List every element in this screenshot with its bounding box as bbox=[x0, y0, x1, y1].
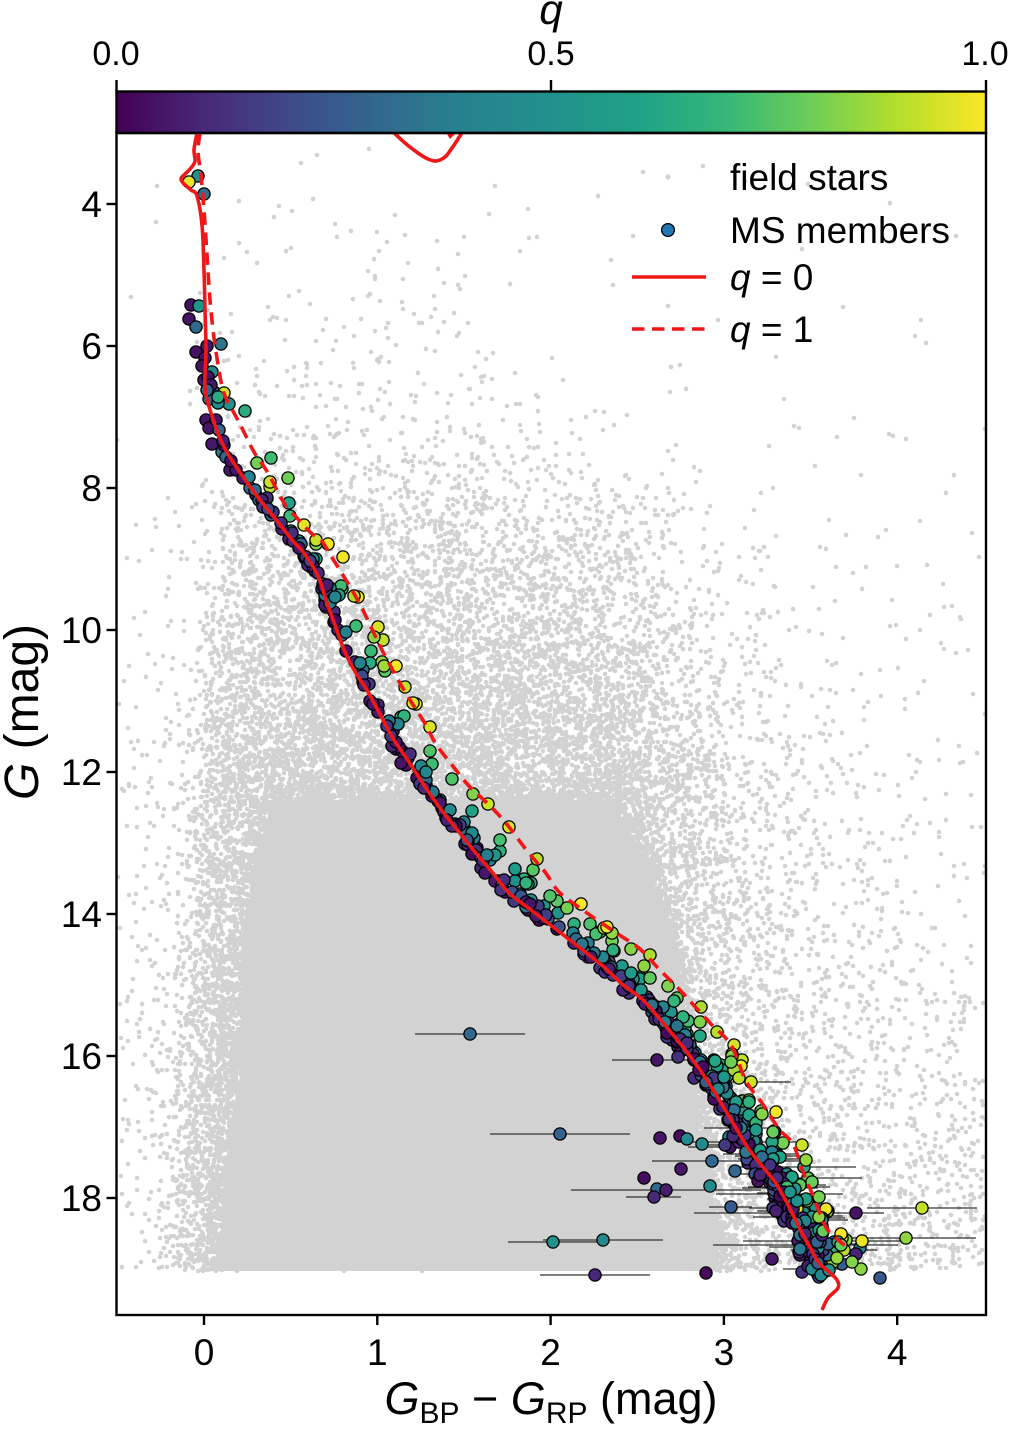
svg-text:16: 16 bbox=[61, 1036, 102, 1077]
svg-text:3: 3 bbox=[714, 1332, 735, 1373]
svg-text:GBP − GRP (mag): GBP − GRP (mag) bbox=[384, 1373, 717, 1426]
svg-text:8: 8 bbox=[81, 468, 102, 509]
svg-text:0: 0 bbox=[194, 1332, 215, 1373]
svg-text:0.0: 0.0 bbox=[92, 35, 139, 73]
svg-text:14: 14 bbox=[61, 894, 102, 935]
svg-text:10: 10 bbox=[61, 610, 102, 651]
svg-text:0.5: 0.5 bbox=[527, 35, 574, 73]
svg-text:G (mag): G (mag) bbox=[0, 624, 49, 800]
svg-text:MS members: MS members bbox=[730, 210, 950, 251]
svg-text:1: 1 bbox=[367, 1332, 388, 1373]
svg-text:6: 6 bbox=[81, 326, 102, 367]
svg-text:18: 18 bbox=[61, 1178, 102, 1219]
svg-text:q = 1: q = 1 bbox=[730, 309, 813, 350]
svg-text:q = 0: q = 0 bbox=[730, 257, 813, 298]
svg-text:field stars: field stars bbox=[730, 157, 888, 198]
svg-text:2: 2 bbox=[540, 1332, 561, 1373]
svg-text:4: 4 bbox=[887, 1332, 908, 1373]
svg-text:q: q bbox=[539, 0, 563, 33]
svg-text:4: 4 bbox=[81, 184, 102, 225]
svg-text:1.0: 1.0 bbox=[961, 35, 1008, 73]
svg-text:12: 12 bbox=[61, 752, 102, 793]
